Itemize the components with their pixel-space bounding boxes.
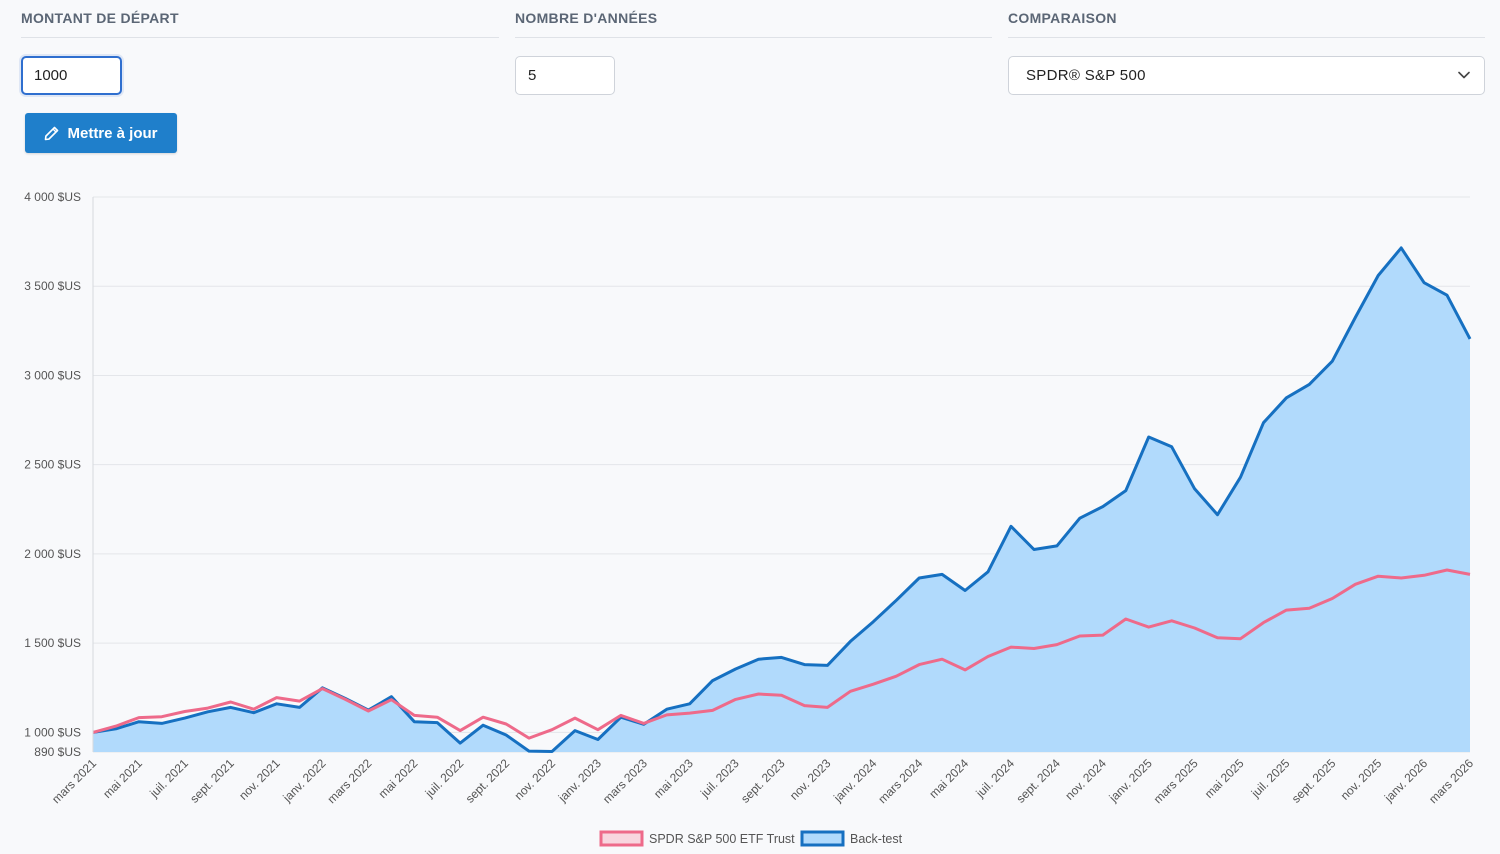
x-tick-label: mai 2022: [376, 756, 421, 801]
x-tick-label: mai 2025: [1202, 756, 1247, 801]
y-tick-label: 2 000 $US: [24, 547, 81, 561]
legend-swatch: [800, 830, 845, 847]
y-tick-label: 4 000 $US: [24, 190, 81, 204]
x-tick-label: mars 2021: [49, 756, 99, 806]
x-tick-label: juil. 2024: [973, 756, 1018, 801]
chart-areas: [92, 246, 1472, 753]
legend-item-spdr: SPDR S&P 500 ETF Trust: [599, 830, 795, 847]
x-tick-label: nov. 2022: [512, 756, 559, 803]
legend-label: Back-test: [850, 832, 903, 846]
x-tick-label: janv. 2023: [555, 756, 604, 805]
update-button[interactable]: Mettre à jour: [25, 113, 177, 153]
legend-label: SPDR S&P 500 ETF Trust: [649, 832, 795, 846]
compare-label: COMPARAISON: [1008, 10, 1117, 26]
x-tick-label: mars 2026: [1426, 756, 1476, 806]
y-tick-label: 2 500 $US: [24, 458, 81, 472]
legend-swatch: [599, 830, 644, 847]
backtest-area: [93, 247, 1470, 752]
chevron-down-icon: [1458, 71, 1470, 79]
y-tick-label: 890 $US: [34, 745, 81, 759]
x-tick-label: sept. 2022: [463, 756, 513, 806]
y-tick-label: 3 000 $US: [24, 368, 81, 382]
y-tick-label: 1 000 $US: [24, 725, 81, 739]
x-tick-label: mai 2021: [100, 756, 145, 801]
compare-divider: [1008, 37, 1485, 38]
x-tick-label: mars 2023: [600, 756, 650, 806]
x-tick-label: sept. 2021: [187, 756, 237, 806]
x-tick-label: juil. 2022: [422, 756, 467, 801]
x-tick-label: nov. 2021: [236, 756, 283, 803]
x-tick-label: nov. 2024: [1062, 756, 1109, 803]
years-label: NOMBRE D'ANNÉES: [515, 10, 658, 26]
x-tick-label: janv. 2025: [1106, 756, 1155, 805]
amount-label: MONTANT DE DÉPART: [21, 10, 179, 26]
spdr-line: [92, 568, 1471, 740]
x-tick-label: janv. 2024: [830, 756, 879, 805]
x-tick-label: juil. 2021: [146, 756, 191, 801]
x-tick-label: janv. 2022: [279, 756, 328, 805]
x-tick-label: juil. 2023: [697, 756, 742, 801]
x-tick-label: mars 2024: [875, 756, 925, 806]
years-input[interactable]: 5: [515, 56, 615, 95]
amount-divider: [21, 37, 499, 38]
compare-select[interactable]: SPDR® S&P 500: [1008, 56, 1485, 95]
x-tick-label: sept. 2023: [738, 756, 788, 806]
performance-chart: 4 000 $US 3 500 $US 3 000 $US 2 500 $US 2 00…: [24, 190, 1476, 847]
x-tick-label: juil. 2025: [1248, 756, 1293, 801]
x-tick-label: mai 2024: [926, 756, 971, 801]
compare-selected-value: SPDR® S&P 500: [1026, 67, 1146, 84]
x-tick-label: sept. 2024: [1013, 756, 1063, 806]
x-tick-label: nov. 2023: [787, 756, 834, 803]
x-tick-label: janv. 2026: [1381, 756, 1430, 805]
x-tick-label: nov. 2025: [1338, 756, 1385, 803]
y-tick-label: 1 500 $US: [24, 636, 81, 650]
y-tick-label: 3 500 $US: [24, 279, 81, 293]
x-tick-label: mai 2023: [651, 756, 696, 801]
x-tick-label: mars 2025: [1151, 756, 1201, 806]
legend-item-backtest: Back-test: [800, 830, 903, 847]
years-divider: [515, 37, 992, 38]
x-tick-label: sept. 2025: [1289, 756, 1339, 806]
update-button-label: Mettre à jour: [67, 124, 158, 142]
amount-input[interactable]: 1000: [21, 56, 122, 95]
x-tick-label: mars 2022: [325, 756, 375, 806]
pencil-icon: [45, 126, 59, 140]
chart-legend: SPDR S&P 500 ETF Trust Back-test: [599, 830, 903, 847]
